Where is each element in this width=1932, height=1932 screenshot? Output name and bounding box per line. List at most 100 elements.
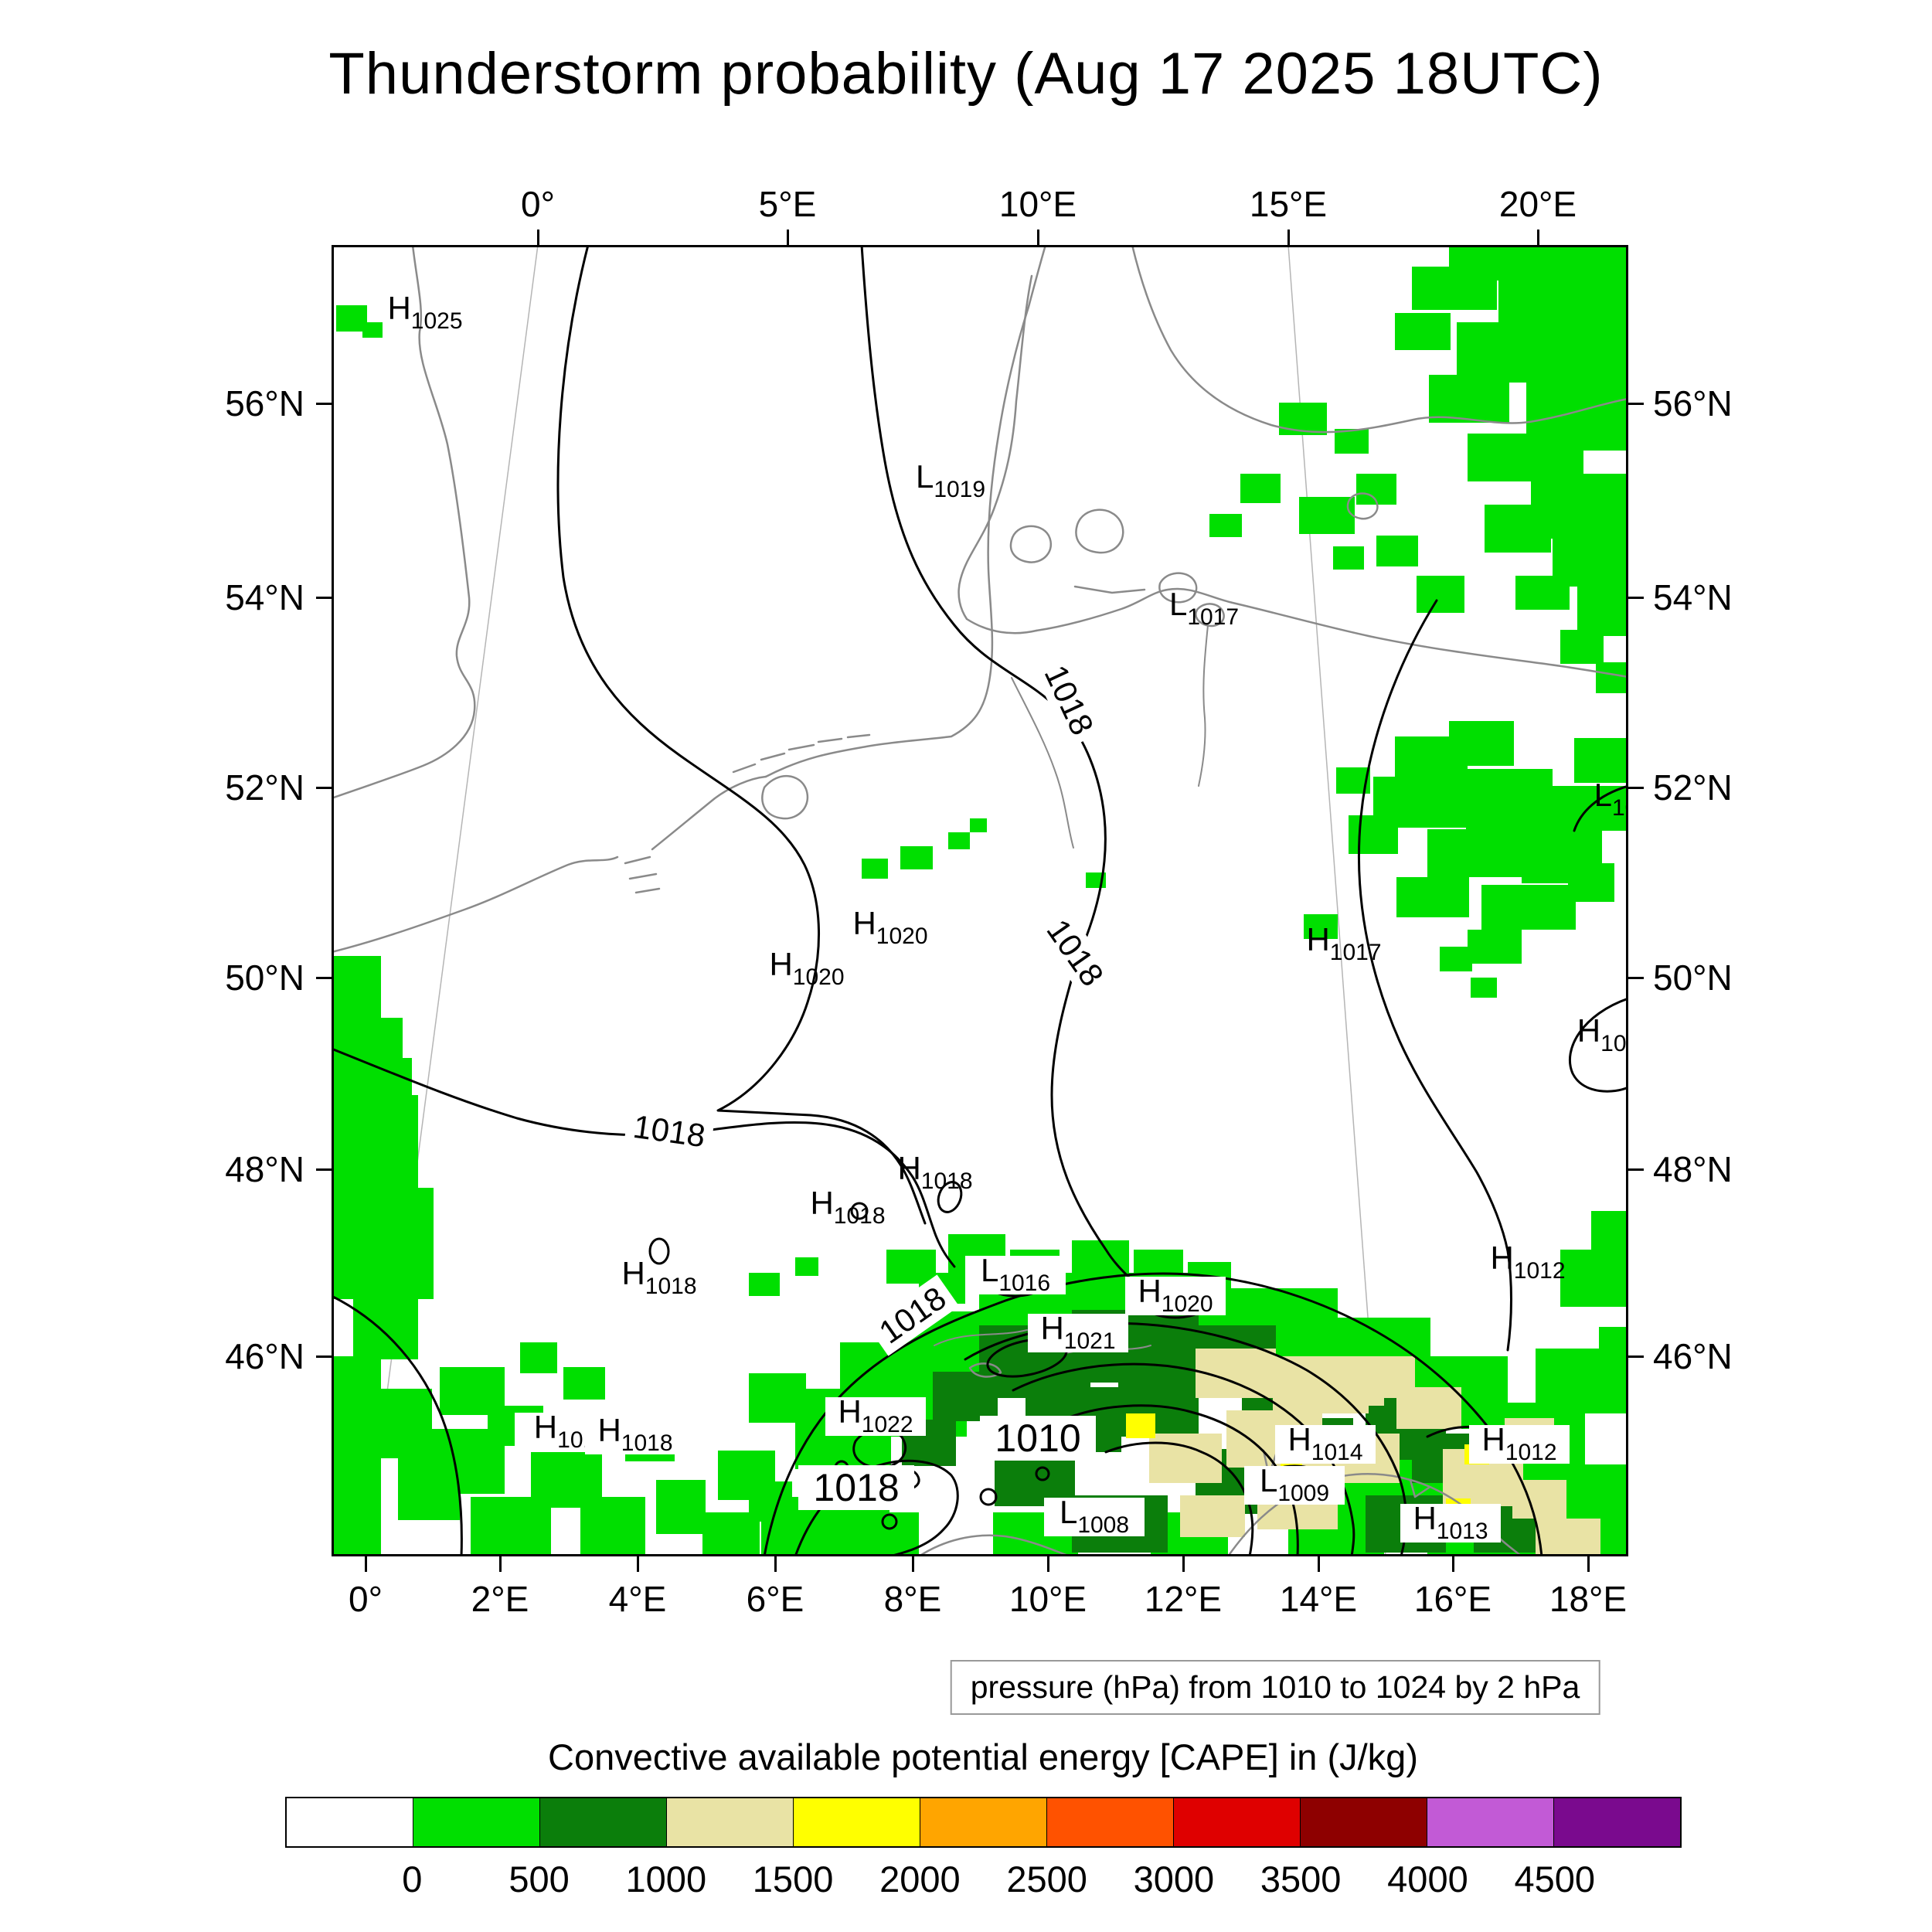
svg-text:H1020: H1020 bbox=[852, 905, 927, 949]
axis-tick-label-left: 46°N bbox=[225, 1336, 304, 1376]
low-pressure-label: L1009 bbox=[1244, 1462, 1345, 1506]
axis-tick-label-left: 56°N bbox=[225, 383, 304, 423]
svg-text:1010: 1010 bbox=[995, 1417, 1080, 1460]
axis-tick-left bbox=[316, 786, 332, 789]
map-frame bbox=[332, 245, 1628, 1556]
colorbar-tick-label: 3000 bbox=[1133, 1859, 1215, 1900]
high-pressure-label: H1018 bbox=[810, 1185, 885, 1229]
axis-tick-left bbox=[316, 1168, 332, 1171]
svg-text:H1021: H1021 bbox=[1040, 1310, 1115, 1354]
colorbar-segment bbox=[1300, 1798, 1427, 1846]
svg-text:H1020: H1020 bbox=[769, 946, 844, 990]
svg-text:H1013: H1013 bbox=[1413, 1500, 1488, 1544]
axis-tick-label-bottom: 12°E bbox=[1144, 1579, 1223, 1619]
axis-tick-top bbox=[1536, 230, 1539, 245]
svg-text:L1016: L1016 bbox=[981, 1252, 1050, 1296]
isobar-label: 1018 bbox=[624, 1106, 715, 1157]
high-pressure-label: H1022 bbox=[825, 1393, 926, 1437]
svg-text:H1018: H1018 bbox=[897, 1150, 972, 1194]
colorbar-segment bbox=[666, 1798, 793, 1846]
high-pressure-label: H1018 bbox=[585, 1412, 685, 1456]
isobar-label: 1018 bbox=[1034, 906, 1116, 1000]
high-pressure-label: H1013 bbox=[1400, 1500, 1501, 1544]
svg-text:1018: 1018 bbox=[813, 1466, 899, 1509]
axis-tick-label-left: 54°N bbox=[225, 577, 304, 617]
high-pressure-label: H1012 bbox=[1490, 1240, 1565, 1284]
isobar-label: 1018 bbox=[1032, 652, 1105, 748]
axis-tick-top bbox=[1287, 230, 1290, 245]
axis-tick-label-bottom: 10°E bbox=[1009, 1579, 1087, 1619]
axis-tick-label-bottom: 2°E bbox=[471, 1579, 529, 1619]
axis-tick-bottom bbox=[1587, 1556, 1590, 1572]
axis-tick-bottom bbox=[911, 1556, 914, 1572]
colorbar-segment bbox=[920, 1798, 1046, 1846]
svg-text:H1018: H1018 bbox=[621, 1255, 696, 1299]
axis-tick-top bbox=[1036, 230, 1039, 245]
high-pressure-label: H1020 bbox=[769, 946, 844, 990]
colorbar-segment bbox=[1046, 1798, 1173, 1846]
axis-tick-bottom bbox=[774, 1556, 777, 1572]
high-pressure-label: H1018 bbox=[621, 1255, 696, 1299]
svg-text:H1018: H1018 bbox=[597, 1412, 672, 1456]
colorbar-tick-label: 4500 bbox=[1514, 1859, 1595, 1900]
high-pressure-label: H1020 bbox=[1125, 1273, 1226, 1317]
pressure-labels-layer: H1025L1019L10171018L10H1020H1020H1017101… bbox=[387, 290, 1628, 1544]
colorbar-tick-label: 0 bbox=[402, 1859, 423, 1900]
high-pressure-label: H1021 bbox=[1028, 1310, 1128, 1354]
svg-text:L1017: L1017 bbox=[1169, 586, 1239, 630]
colorbar-tick-label: 3500 bbox=[1260, 1859, 1342, 1900]
isobar-label: 1018 bbox=[798, 1465, 914, 1510]
axis-tick-label-right: 46°N bbox=[1653, 1336, 1733, 1376]
axis-tick-right bbox=[1628, 402, 1644, 405]
pressure-caption: pressure (hPa) from 1010 to 1024 by 2 hP… bbox=[950, 1660, 1600, 1715]
colorbar-tick-label: 1000 bbox=[625, 1859, 707, 1900]
svg-text:H1012: H1012 bbox=[1481, 1421, 1556, 1465]
axis-tick-label-top: 20°E bbox=[1498, 184, 1577, 224]
axis-tick-bottom bbox=[364, 1556, 367, 1572]
high-pressure-label: H101 bbox=[1577, 1012, 1628, 1056]
chart-title: Thunderstorm probability (Aug 17 2025 18… bbox=[328, 41, 1604, 107]
axis-tick-bottom bbox=[1182, 1556, 1185, 1572]
colorbar-tick-label: 500 bbox=[509, 1859, 570, 1900]
high-pressure-label: H1017 bbox=[1306, 921, 1381, 965]
axis-tick-label-right: 52°N bbox=[1653, 767, 1733, 808]
axis-tick-label-top: 10°E bbox=[998, 184, 1077, 224]
colorbar-segment bbox=[287, 1798, 413, 1846]
axis-tick-label-right: 50°N bbox=[1653, 957, 1733, 998]
axis-tick-bottom bbox=[498, 1556, 502, 1572]
axis-tick-label-left: 50°N bbox=[225, 957, 304, 998]
svg-text:H1025: H1025 bbox=[387, 290, 462, 334]
svg-text:H101: H101 bbox=[1577, 1012, 1628, 1056]
axis-tick-label-top: 0° bbox=[521, 184, 555, 224]
colorbar-segment bbox=[1173, 1798, 1300, 1846]
axis-tick-label-left: 48°N bbox=[225, 1149, 304, 1189]
axis-tick-right bbox=[1628, 976, 1644, 979]
low-pressure-label: L1017 bbox=[1169, 586, 1239, 630]
colorbar-segment bbox=[539, 1798, 666, 1846]
axis-tick-label-right: 54°N bbox=[1653, 577, 1733, 617]
low-pressure-label: L1019 bbox=[916, 458, 985, 502]
high-pressure-label: H1025 bbox=[387, 290, 462, 334]
colorbar-tick-label: 4000 bbox=[1387, 1859, 1468, 1900]
svg-text:H1022: H1022 bbox=[838, 1393, 913, 1437]
axis-tick-label-right: 48°N bbox=[1653, 1149, 1733, 1189]
axis-tick-label-left: 52°N bbox=[225, 767, 304, 808]
axis-tick-left bbox=[316, 1355, 332, 1358]
low-pressure-label: L10 bbox=[1594, 777, 1628, 821]
axis-tick-right bbox=[1628, 1355, 1644, 1358]
legend-title: Convective available potential energy [C… bbox=[548, 1736, 1418, 1777]
colorbar-segment bbox=[1553, 1798, 1680, 1846]
axis-tick-label-right: 56°N bbox=[1653, 383, 1733, 423]
svg-text:L1019: L1019 bbox=[916, 458, 985, 502]
svg-text:L1008: L1008 bbox=[1060, 1494, 1129, 1538]
colorbar-segment bbox=[1427, 1798, 1553, 1846]
colorbar-segment bbox=[413, 1798, 539, 1846]
svg-text:L10: L10 bbox=[1594, 777, 1628, 821]
colorbar-tick-label: 2500 bbox=[1006, 1859, 1087, 1900]
axis-tick-right bbox=[1628, 1168, 1644, 1171]
map-canvas: H1025L1019L10171018L10H1020H1020H1017101… bbox=[332, 245, 1628, 1556]
colorbar-tick-label: 2000 bbox=[879, 1859, 961, 1900]
svg-text:H1012: H1012 bbox=[1490, 1240, 1565, 1284]
svg-text:H1018: H1018 bbox=[810, 1185, 885, 1229]
